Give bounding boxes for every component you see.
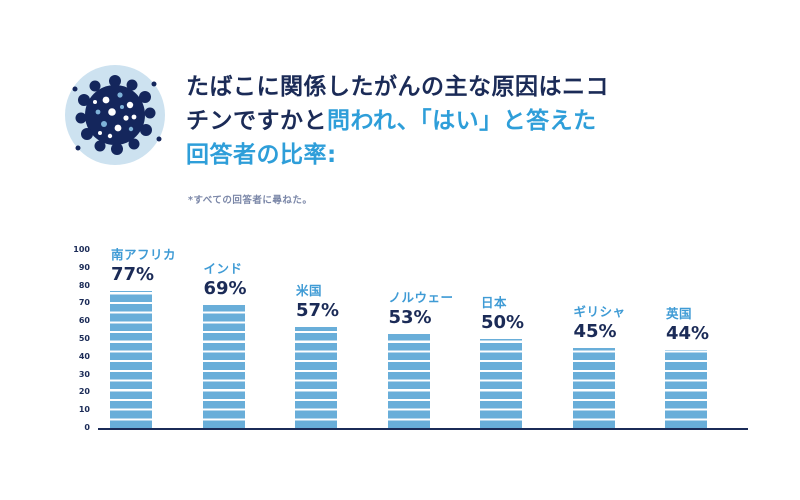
bar	[202, 305, 245, 428]
bar-category-label: ノルウェー	[388, 289, 454, 305]
y-tick-label: 90	[78, 262, 90, 272]
y-tick-label: 0	[84, 423, 90, 432]
title-segment-blue-2: 回答者の比率:	[186, 142, 337, 168]
title-segment-dark-1: たばこに関係したがんの主な原因はニコ	[186, 74, 609, 100]
bar-column: 50% 日本	[480, 250, 525, 428]
bar-category-label: ギリシャ	[573, 303, 626, 319]
page-title: たばこに関係したがんの主な原因はニコ チンですかと問われ、「はい」と答えた 回答…	[186, 70, 636, 172]
bar	[665, 349, 707, 428]
y-tick-label: 100	[73, 245, 90, 254]
bar-category-label: インド	[203, 261, 243, 277]
bar-column: 53% ノルウェー	[387, 250, 453, 428]
bar-value-label: 53%	[388, 306, 432, 328]
y-tick-label: 60	[78, 316, 90, 326]
cancer-cell-graphic	[65, 65, 165, 165]
bar-category-label: 英国	[666, 305, 693, 321]
cancer-cell-icon	[62, 62, 168, 168]
bar	[387, 333, 430, 428]
plot-area: 77% 南アフリカ 69% インド 57% 米国 53% ノルウェー 50% 日本 45% ギリシャ 4…	[98, 247, 748, 430]
bar-column: 57% 米国	[295, 250, 340, 428]
title-segment-dark-2: チンですかと	[186, 108, 327, 134]
y-tick-label: 40	[78, 351, 90, 361]
bar-value-label: 57%	[296, 299, 340, 321]
bar-chart: 0 10 20 30 40 50 60 70 80 90 100 77% 南アフリカ 69% インド 57%…	[58, 236, 768, 446]
bar-value-label: 50%	[481, 312, 525, 333]
y-tick-label: 10	[78, 405, 90, 415]
title-segment-blue-1: 問われ、「はい」と答えた	[327, 108, 597, 134]
y-tick-label: 70	[78, 298, 90, 308]
y-tick-label: 50	[78, 334, 90, 343]
bar-category-label: 米国	[296, 282, 323, 298]
bar-column: 77% 南アフリカ	[110, 247, 176, 428]
bar-value-label: 69%	[203, 278, 247, 300]
y-tick-label: 30	[78, 369, 90, 379]
bar-category-label: 日本	[481, 295, 508, 310]
bar	[572, 347, 615, 428]
y-tick-label: 20	[78, 387, 90, 397]
bar-value-label: 77%	[111, 263, 155, 285]
bar-value-label: 44%	[666, 322, 710, 344]
bar-column: 45% ギリシャ	[572, 250, 625, 428]
bar-column: 69% インド	[202, 250, 247, 428]
bar-column: 44% 英国	[665, 250, 710, 428]
y-tick-label: 80	[78, 280, 90, 290]
bar-category-label: 南アフリカ	[111, 246, 177, 262]
bar	[295, 326, 337, 428]
bar-value-label: 45%	[573, 320, 617, 342]
y-axis: 0 10 20 30 40 50 60 70 80 90 100	[58, 236, 90, 446]
bar	[480, 339, 522, 428]
footnote: *すべての回答者に尋ねた。	[188, 195, 313, 206]
bar	[110, 290, 152, 428]
